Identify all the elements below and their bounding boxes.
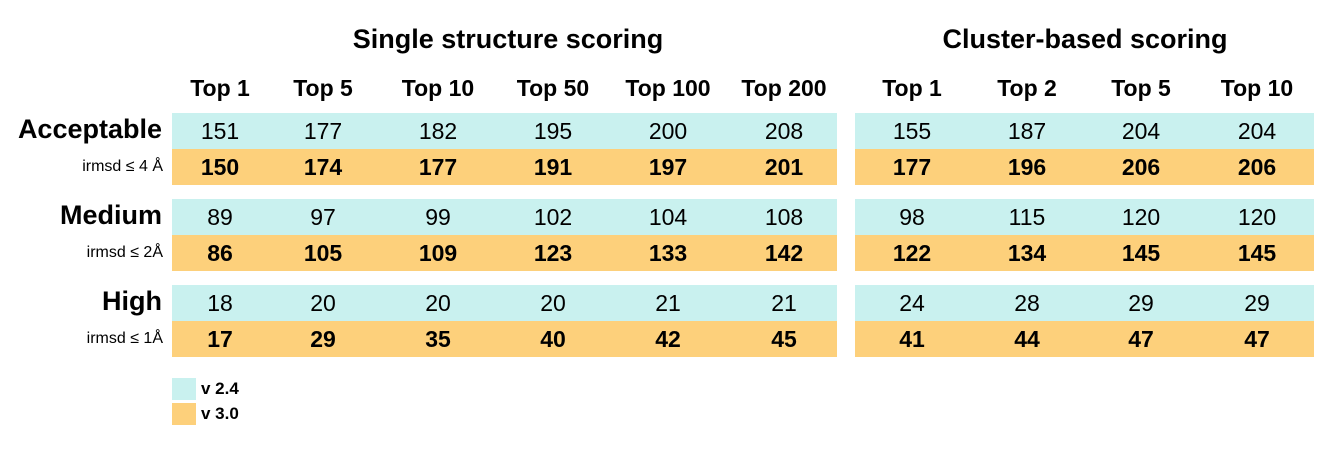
table-cell: 120 bbox=[1121, 204, 1161, 230]
table-cell: 21 bbox=[655, 290, 681, 316]
legend-label: v 2.4 bbox=[201, 379, 239, 398]
table-cell: 177 bbox=[418, 154, 458, 180]
band-v24-single: 18 20 20 20 21 21 bbox=[172, 285, 837, 321]
table-cell: 204 bbox=[1237, 118, 1277, 144]
band-v24-cluster: 98 115 120 120 bbox=[855, 199, 1314, 235]
column-header: Top 10 bbox=[1220, 75, 1294, 101]
table-cell: 177 bbox=[892, 154, 932, 180]
column-header: Top 50 bbox=[516, 75, 590, 101]
table-cell: 98 bbox=[899, 204, 925, 230]
column-header: Top 1 bbox=[882, 75, 942, 101]
band-v30-single: 150 174 177 191 197 201 bbox=[172, 149, 837, 185]
table-cell: 123 bbox=[533, 240, 573, 266]
table-cell: 120 bbox=[1237, 204, 1277, 230]
band-v30-single: 86 105 109 123 133 142 bbox=[172, 235, 837, 271]
table-cell: 134 bbox=[1007, 240, 1047, 266]
table-cell: 208 bbox=[764, 118, 804, 144]
row-label: Acceptable bbox=[17, 114, 162, 144]
table-cell: 20 bbox=[540, 290, 566, 316]
table-cell: 20 bbox=[425, 290, 451, 316]
table-cell: 29 bbox=[1128, 290, 1154, 316]
table-cell: 20 bbox=[310, 290, 336, 316]
group-title-cluster: Cluster-based scoring bbox=[942, 24, 1228, 54]
column-header: Top 2 bbox=[997, 75, 1057, 101]
column-header: Top 10 bbox=[401, 75, 475, 101]
band-v24-cluster: 155 187 204 204 bbox=[855, 113, 1314, 149]
band-v30-single: 17 29 35 40 42 45 bbox=[172, 321, 837, 357]
table-cell: 29 bbox=[1244, 290, 1270, 316]
table-cell: 28 bbox=[1014, 290, 1040, 316]
column-header: Top 200 bbox=[741, 75, 827, 101]
table-cell: 145 bbox=[1121, 240, 1161, 266]
row-label: Medium bbox=[59, 200, 162, 230]
legend-swatch bbox=[172, 403, 196, 425]
band-v30-cluster: 177 196 206 206 bbox=[855, 149, 1314, 185]
table-cell: 115 bbox=[1008, 204, 1046, 230]
table-cell: 174 bbox=[303, 154, 343, 180]
column-header: Top 5 bbox=[293, 75, 353, 101]
legend-label: v 3.0 bbox=[201, 404, 239, 423]
table-cell: 122 bbox=[892, 240, 932, 266]
column-header: Top 1 bbox=[190, 75, 250, 101]
table-cell: 177 bbox=[303, 118, 343, 144]
table-cell: 102 bbox=[533, 204, 573, 230]
table-cell: 142 bbox=[764, 240, 804, 266]
table-cell: 24 bbox=[899, 290, 925, 316]
table-cell: 206 bbox=[1237, 154, 1277, 180]
table-cell: 45 bbox=[771, 326, 797, 352]
table-cell: 35 bbox=[425, 326, 451, 352]
table-cell: 41 bbox=[899, 326, 925, 352]
table-cell: 155 bbox=[892, 118, 932, 144]
table-cell: 145 bbox=[1237, 240, 1277, 266]
table-cell: 18 bbox=[207, 290, 233, 316]
table-cell: 204 bbox=[1121, 118, 1161, 144]
table-cell: 47 bbox=[1128, 326, 1154, 352]
table-cell: 21 bbox=[771, 290, 797, 316]
table-cell: 108 bbox=[764, 204, 804, 230]
table-cell: 196 bbox=[1007, 154, 1047, 180]
table-cell: 99 bbox=[425, 204, 451, 230]
table-cell: 206 bbox=[1121, 154, 1161, 180]
table-cell: 191 bbox=[533, 154, 573, 180]
table-cell: 197 bbox=[648, 154, 688, 180]
table-cell: 42 bbox=[655, 326, 681, 352]
band-v30-cluster: 122 134 145 145 bbox=[855, 235, 1314, 271]
table-cell: 44 bbox=[1014, 326, 1040, 352]
row-sublabel: irmsd ≤ 2Å bbox=[86, 244, 163, 261]
column-header: Top 100 bbox=[625, 75, 711, 101]
row-sublabel: irmsd ≤ 4 Å bbox=[82, 158, 163, 175]
table-cell: 187 bbox=[1007, 118, 1047, 144]
group-title-single: Single structure scoring bbox=[352, 24, 664, 54]
table-cell: 97 bbox=[310, 204, 336, 230]
table-cell: 200 bbox=[648, 118, 688, 144]
table-cell: 105 bbox=[303, 240, 343, 266]
table-cell: 104 bbox=[648, 204, 688, 230]
table-cell: 195 bbox=[533, 118, 573, 144]
table-cell: 182 bbox=[418, 118, 458, 144]
row-sublabel: irmsd ≤ 1Å bbox=[86, 330, 163, 347]
band-v30-cluster: 41 44 47 47 bbox=[855, 321, 1314, 357]
table-cell: 29 bbox=[310, 326, 336, 352]
band-v24-cluster: 24 28 29 29 bbox=[855, 285, 1314, 321]
table-cell: 151 bbox=[200, 118, 240, 144]
legend-swatch bbox=[172, 378, 196, 400]
table-cell: 89 bbox=[207, 204, 233, 230]
table-cell: 47 bbox=[1244, 326, 1270, 352]
table-cell: 17 bbox=[207, 326, 233, 352]
table-cell: 133 bbox=[648, 240, 688, 266]
table-cell: 40 bbox=[540, 326, 566, 352]
table-cell: 86 bbox=[207, 240, 233, 266]
column-header: Top 5 bbox=[1111, 75, 1171, 101]
table-cell: 109 bbox=[418, 240, 458, 266]
band-v24-single: 89 97 99 102 104 108 bbox=[172, 199, 837, 235]
table-cell: 150 bbox=[200, 154, 240, 180]
row-label: High bbox=[102, 286, 162, 316]
band-v24-single: 151 177 182 195 200 208 bbox=[172, 113, 837, 149]
table-cell: 201 bbox=[764, 154, 804, 180]
